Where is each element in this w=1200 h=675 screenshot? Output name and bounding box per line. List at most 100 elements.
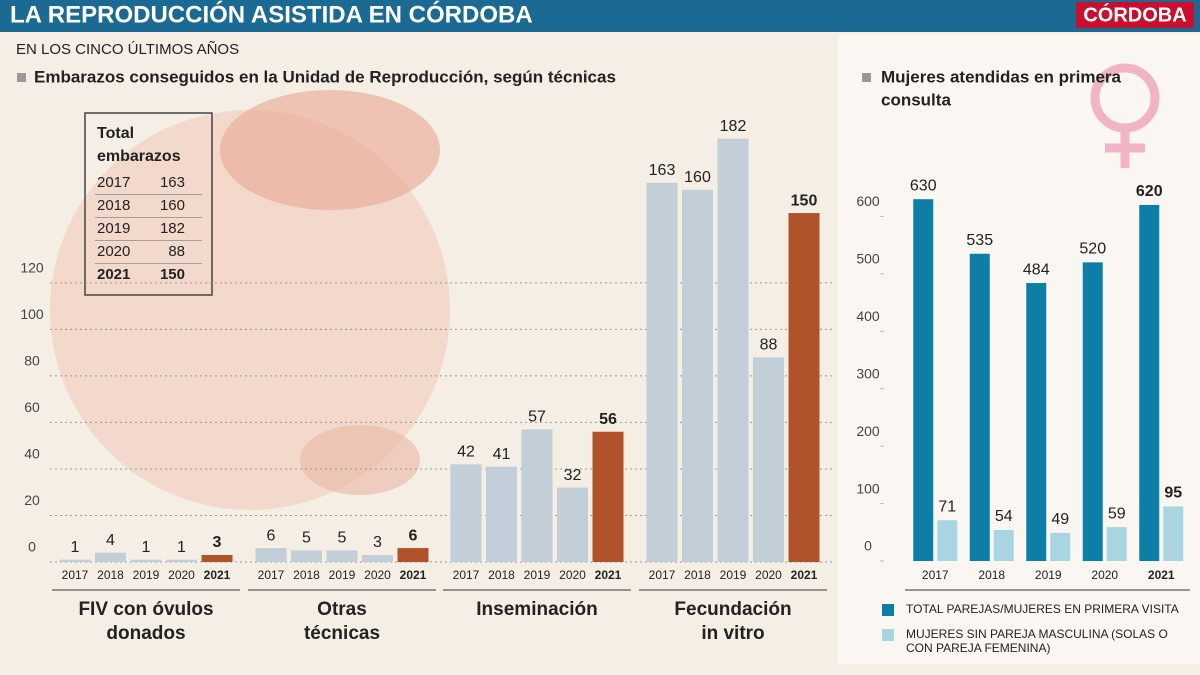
title: LA REPRODUCCIÓN ASISTIDA EN CÓRDOBA [10, 0, 533, 28]
female-symbol [1090, 63, 1160, 168]
value-label: 620 [1136, 183, 1163, 200]
value-label: 1 [177, 539, 186, 556]
logo-box [1076, 2, 1194, 28]
group-label: in vitro [701, 623, 764, 644]
x-tick-label: 2020 [168, 568, 195, 582]
x-tick-label: 2021 [791, 568, 818, 582]
value-label: 3 [213, 534, 222, 551]
bar [788, 213, 820, 563]
legend-entry: TOTAL PAREJAS/MUJERES EN PRIMERA VISITA [906, 602, 1179, 616]
shirt-illustration [220, 90, 440, 210]
value-label: 71 [938, 498, 956, 515]
x-tick-label: 2018 [293, 568, 320, 582]
bar [1163, 506, 1184, 561]
bar [486, 466, 517, 562]
chart-title: Mujeres atendidas en primera [881, 67, 1122, 86]
value-label: 95 [1164, 485, 1182, 502]
bar [1026, 283, 1047, 561]
legend-swatch [882, 629, 894, 641]
header-bar [0, 0, 1200, 32]
value-label: 630 [910, 177, 937, 194]
x-tick-label: 2017 [922, 568, 949, 582]
bar [592, 431, 624, 562]
value-label: 6 [409, 527, 418, 544]
group-label: donados [106, 623, 185, 644]
value-label: 3 [373, 534, 382, 551]
x-tick-label: 2018 [97, 568, 124, 582]
bar [201, 555, 233, 562]
bar [362, 555, 393, 562]
bar [255, 548, 287, 562]
table-cell: 2017 [97, 174, 130, 191]
legend-swatch [882, 604, 894, 616]
value-label: 150 [791, 192, 818, 209]
x-tick-label: 2020 [755, 568, 782, 582]
x-tick-label: 2021 [400, 568, 427, 582]
bar [130, 559, 162, 562]
hand-illustration [300, 425, 420, 495]
table-cell: 88 [168, 243, 185, 260]
bar [59, 559, 91, 562]
value-label: 49 [1051, 511, 1069, 528]
table-header: embarazos [97, 148, 181, 165]
bar [1106, 527, 1127, 561]
bar [166, 559, 197, 562]
value-label: 41 [493, 446, 511, 463]
y-tick-label: 60 [24, 399, 40, 415]
y-tick-label: 600 [856, 193, 880, 209]
bar [521, 429, 553, 562]
chart-title: Embarazos conseguidos en la Unidad de Re… [34, 67, 616, 86]
y-tick-label: 100 [20, 306, 44, 322]
y-tick-label: 200 [856, 423, 880, 439]
x-tick-label: 2021 [1148, 568, 1175, 582]
bar [397, 548, 429, 562]
x-tick-label: 2017 [62, 568, 89, 582]
title-marker [17, 73, 26, 82]
bar [993, 529, 1014, 561]
bar [1082, 262, 1103, 561]
bar [1139, 204, 1160, 561]
table-cell: 2021 [97, 266, 130, 283]
value-label: 535 [966, 232, 993, 249]
table-cell: 182 [160, 220, 185, 237]
x-tick-label: 2018 [978, 568, 1005, 582]
legend-entry: MUJERES SIN PAREJA MASCULINA (SOLAS O CO… [906, 627, 1168, 655]
value-label: 1 [71, 539, 80, 556]
bar [717, 138, 749, 562]
x-tick-label: 2017 [453, 568, 480, 582]
table-box [84, 112, 213, 296]
table-cell: 150 [160, 266, 185, 283]
value-label: 5 [302, 530, 311, 547]
y-tick-label: 80 [24, 353, 40, 369]
x-tick-label: 2017 [649, 568, 676, 582]
value-label: 32 [564, 467, 582, 484]
logo: CÓRDOBA [1083, 2, 1186, 26]
value-label: 88 [760, 337, 778, 354]
y-tick-label: 300 [856, 365, 880, 381]
bar [326, 550, 358, 562]
value-label: 6 [267, 527, 276, 544]
value-label: 182 [720, 118, 747, 135]
value-label: 520 [1079, 241, 1106, 258]
table-cell: 2019 [97, 220, 130, 237]
value-label: 57 [528, 409, 546, 426]
bar [913, 199, 934, 561]
value-label: 484 [1023, 261, 1050, 278]
x-tick-label: 2018 [684, 568, 711, 582]
x-tick-label: 2018 [488, 568, 515, 582]
bar [291, 550, 322, 562]
table-header: Total [97, 125, 134, 142]
bar [95, 552, 126, 562]
x-tick-label: 2019 [133, 568, 160, 582]
value-label: 42 [457, 444, 475, 461]
x-tick-label: 2021 [204, 568, 231, 582]
y-tick-label: 0 [28, 539, 36, 555]
y-tick-label: 0 [864, 538, 872, 554]
group-label: Otras [317, 599, 367, 620]
x-tick-label: 2021 [595, 568, 622, 582]
y-tick-label: 500 [856, 251, 880, 267]
bar [753, 357, 784, 562]
y-tick-label: 100 [856, 480, 880, 496]
